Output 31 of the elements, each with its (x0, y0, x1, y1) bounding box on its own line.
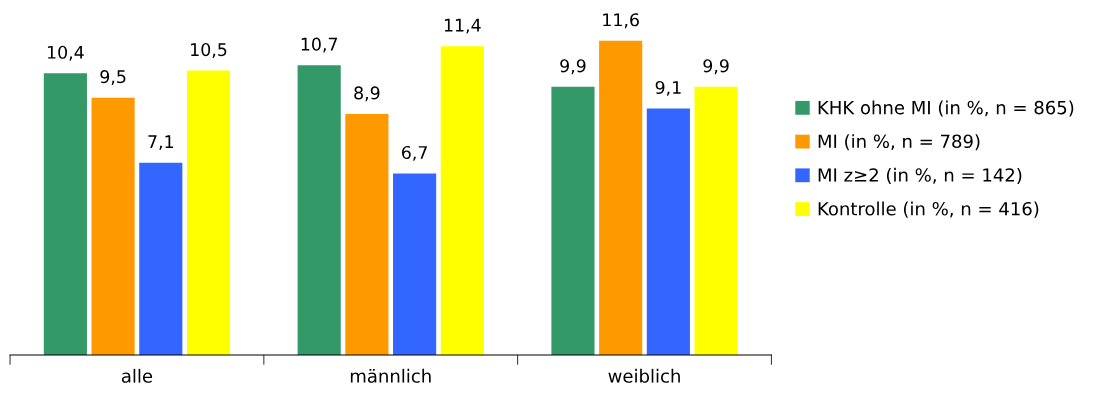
legend-label: MI z≥2 (in %, n = 142) (818, 167, 1022, 184)
x-tick-label: männlich (350, 368, 431, 383)
data-label: 9,5 (100, 70, 126, 85)
data-label: 10,4 (47, 45, 84, 61)
bar (551, 86, 595, 355)
bar (43, 73, 87, 355)
bar (345, 113, 389, 355)
bar (91, 97, 135, 355)
x-tick-label: weiblich (608, 368, 680, 383)
data-label: 9,1 (655, 80, 681, 96)
legend-label: MI (in %, n = 789) (818, 134, 980, 151)
data-label: 9,9 (703, 59, 729, 75)
data-label: 8,9 (354, 86, 380, 102)
data-label: 11,6 (603, 13, 639, 29)
data-label: 11,4 (444, 18, 481, 34)
data-label: 9,9 (560, 59, 586, 75)
x-tick-label: alle (121, 368, 153, 383)
bar (599, 40, 643, 355)
legend-label: KHK ohne MI (in %, n = 865) (818, 100, 1074, 117)
bar (440, 46, 484, 355)
data-label: 10,5 (191, 43, 227, 58)
data-label: 6,7 (402, 145, 427, 161)
bar (297, 65, 341, 355)
data-label: 7,1 (148, 135, 174, 150)
bar (186, 70, 231, 355)
bar (139, 162, 183, 355)
bar (694, 86, 738, 355)
bar (393, 173, 437, 355)
legend-label: Kontrolle (in %, n = 416) (818, 201, 1039, 218)
data-label: 10,7 (301, 37, 338, 53)
bar (646, 108, 690, 355)
